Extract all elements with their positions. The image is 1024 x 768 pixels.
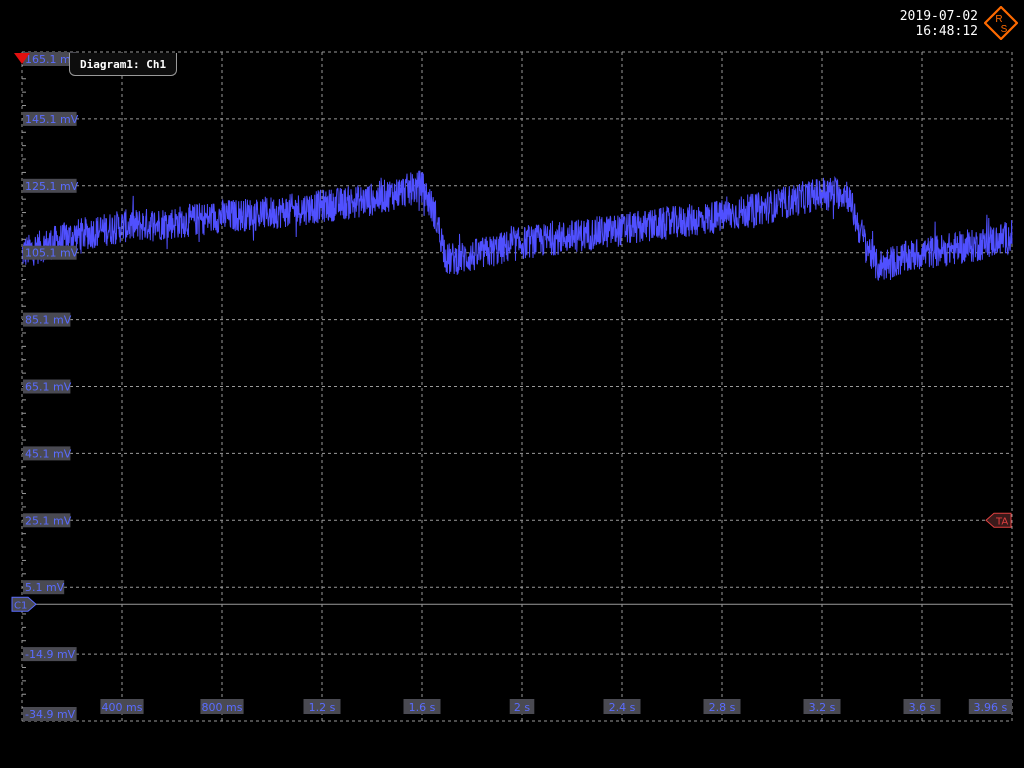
y-tick-label-bg	[23, 111, 77, 126]
x-tick-label-bg	[303, 699, 341, 714]
svg-text:S: S	[1001, 24, 1008, 35]
grid	[21, 51, 1013, 722]
timestamp: 2019-07-02 16:48:12	[900, 9, 978, 39]
y-tick-label-bg	[23, 513, 71, 528]
level-markers: C1 TA	[11, 53, 1012, 612]
y-tick-label: 165.1 mV	[25, 53, 79, 66]
top-arrow-marker-icon	[14, 53, 30, 64]
channel-marker-icon	[11, 596, 37, 612]
y-tick-label-bg	[23, 245, 77, 260]
y-tick-label-bg	[23, 707, 77, 721]
x-tick-label-bg	[403, 699, 441, 714]
y-tick-label: 5.1 mV	[25, 581, 65, 594]
diagram-tab[interactable]: Diagram1: Ch1	[69, 53, 178, 76]
x-tick-label: 800 ms	[202, 701, 243, 714]
time-text: 16:48:12	[915, 24, 978, 39]
x-tick-label-bg	[509, 699, 535, 714]
x-tick-label: 1.6 s	[409, 701, 436, 714]
y-tick-label: 85.1 mV	[25, 314, 72, 327]
y-tick-label-bg	[23, 379, 71, 394]
rohde-schwarz-logo-icon: R S	[984, 6, 1018, 40]
ch1-trace	[21, 170, 1013, 281]
y-tick-label-bg	[23, 446, 71, 461]
x-tick-label-bg	[200, 699, 244, 714]
x-tick-label: 3.2 s	[809, 701, 836, 714]
x-tick-label: 2.8 s	[709, 701, 736, 714]
x-tick-label: 2.4 s	[609, 701, 636, 714]
y-tick-label: 65.1 mV	[25, 381, 72, 394]
channel-marker-label: C1	[14, 600, 27, 611]
x-tick-label-bg	[100, 699, 144, 714]
y-tick-label-bg	[23, 647, 77, 662]
x-tick-label: 400 ms	[102, 701, 143, 714]
y-tick-label-bg	[23, 52, 77, 66]
x-tick-label: 1.2 s	[309, 701, 336, 714]
date-text: 2019-07-02	[899, 9, 978, 24]
x-tick-label-bg	[903, 699, 941, 714]
y-tick-label: 45.1 mV	[25, 447, 72, 460]
x-tick-label: 3.96 s	[974, 701, 1008, 714]
y-tick-label: 25.1 mV	[25, 514, 72, 527]
x-tick-label-bg	[968, 699, 1012, 714]
y-tick-label-bg	[23, 580, 65, 595]
x-tick-label: 3.6 s	[909, 701, 936, 714]
x-tick-label-bg	[603, 699, 641, 714]
y-tick-label: 125.1 mV	[25, 180, 79, 193]
y-tick-label-bg	[23, 312, 71, 327]
x-tick-label-bg	[703, 699, 741, 714]
y-tick-label: -34.9 mV	[25, 708, 76, 721]
x-tick-label: 2 s	[514, 701, 530, 714]
x-axis-labels: 400 ms 800 ms 1.2 s 1.6 s 2 s 2.4 s 2.8 s 3.2 s…	[100, 699, 1012, 714]
y-tick-label: 105.1 mV	[25, 247, 79, 260]
y-axis-labels: 165.1 mV 145.1 mV 125.1 mV 105.1 mV 85.1 mV 6…	[23, 52, 79, 721]
trigger-marker-icon	[985, 512, 1012, 528]
y-tick-label: 145.1 mV	[25, 113, 79, 126]
y-tick-label: -14.9 mV	[25, 648, 76, 661]
x-tick-label-bg	[803, 699, 841, 714]
svg-text:R: R	[995, 14, 1002, 25]
y-tick-label-bg	[23, 178, 77, 193]
trigger-marker-label: TA	[995, 516, 1008, 527]
ch1-waveform-line	[21, 170, 1013, 281]
